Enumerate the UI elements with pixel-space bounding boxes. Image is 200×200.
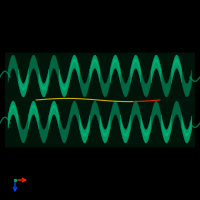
Polygon shape [69,59,80,76]
Polygon shape [110,59,120,77]
Polygon shape [69,101,80,129]
Polygon shape [90,101,100,129]
Polygon shape [59,73,69,91]
Polygon shape [161,69,171,97]
Polygon shape [110,101,120,129]
Polygon shape [182,69,192,97]
Polygon shape [151,55,161,83]
FancyBboxPatch shape [5,53,195,101]
Polygon shape [100,119,110,137]
Polygon shape [151,101,161,129]
Polygon shape [80,119,90,137]
Polygon shape [8,105,18,122]
Polygon shape [18,115,28,143]
Polygon shape [182,115,192,143]
Polygon shape [141,69,151,97]
Polygon shape [110,55,120,83]
Polygon shape [80,69,90,97]
Polygon shape [131,101,141,129]
Polygon shape [39,69,49,97]
Polygon shape [151,59,161,77]
Polygon shape [39,73,49,91]
Polygon shape [28,105,39,122]
Polygon shape [161,115,171,143]
Polygon shape [131,59,141,77]
Polygon shape [120,119,131,137]
Polygon shape [171,101,182,129]
Polygon shape [141,115,151,143]
Polygon shape [90,55,100,83]
Polygon shape [28,101,39,129]
Polygon shape [39,115,49,143]
Polygon shape [171,55,182,83]
Polygon shape [18,69,28,97]
FancyBboxPatch shape [5,99,195,147]
Polygon shape [120,69,131,97]
Polygon shape [100,115,110,143]
Polygon shape [59,69,69,97]
Polygon shape [59,115,69,143]
Polygon shape [161,119,171,137]
Polygon shape [182,119,192,137]
Polygon shape [171,59,182,77]
Polygon shape [28,55,39,83]
Polygon shape [100,69,110,97]
Polygon shape [90,59,100,77]
Polygon shape [8,101,18,129]
Polygon shape [8,55,18,83]
Polygon shape [69,55,80,83]
Polygon shape [131,55,141,83]
Polygon shape [49,55,59,83]
Polygon shape [120,115,131,143]
Polygon shape [141,119,151,137]
Polygon shape [18,73,28,91]
Polygon shape [49,105,59,122]
Polygon shape [80,115,90,143]
Polygon shape [49,101,59,129]
